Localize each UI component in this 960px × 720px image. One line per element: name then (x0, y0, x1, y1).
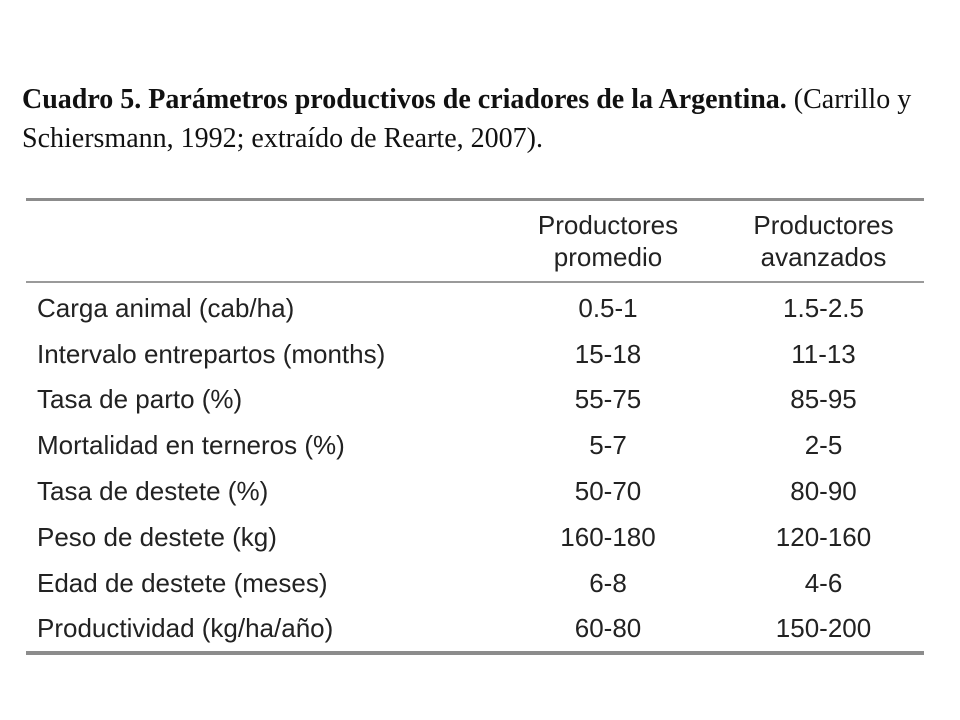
row-value-promedio: 60-80 (574, 613, 642, 644)
row-value-avanzados: 4-6 (804, 567, 843, 598)
row-value-promedio: 15-18 (574, 338, 642, 369)
data-table: Productores promedio Productores avanzad… (26, 201, 924, 651)
row-value-avanzados: 80-90 (790, 476, 857, 507)
row-label: Intervalo entrepartos (months) (37, 338, 386, 369)
table-caption: Cuadro 5. Parámetros productivos de cria… (22, 80, 922, 158)
table-header: Productores promedio Productores avanzad… (26, 201, 924, 283)
table-row: Tasa de parto (%) 55-75 85-95 (26, 377, 924, 423)
parameters-table: Productores promedio Productores avanzad… (26, 198, 924, 656)
row-label: Tasa de destete (%) (37, 476, 269, 507)
table-top-rule (26, 198, 924, 201)
table-row: Productividad (kg/ha/año) 60-80 150-200 (26, 606, 924, 652)
header-promedio-line1: Productores (537, 210, 679, 240)
table-row: Intervalo entrepartos (months) 15-18 11-… (26, 331, 924, 377)
header-row: Productores promedio Productores avanzad… (26, 201, 924, 281)
row-value-avanzados: 120-160 (775, 521, 872, 552)
row-label: Tasa de parto (%) (37, 384, 243, 415)
header-cell-promedio: Productores promedio (493, 201, 723, 281)
header-cell-parameter (26, 201, 493, 281)
caption-title: Cuadro 5. Parámetros productivos de cria… (22, 84, 787, 115)
caption-citation-part1: (Carrillo y (786, 84, 912, 115)
header-avanzados-line2: avanzados (760, 242, 887, 272)
caption-citation-part2: Schiersmann, 1992; extraído de Rearte, 2… (22, 123, 543, 154)
row-label: Carga animal (cab/ha) (37, 292, 295, 323)
row-label: Productividad (kg/ha/año) (37, 613, 334, 644)
row-label: Mortalidad en terneros (%) (37, 430, 345, 461)
table-row: Mortalidad en terneros (%) 5-7 2-5 (26, 422, 924, 468)
table-row: Carga animal (cab/ha) 0.5-1 1.5-2.5 (26, 283, 924, 331)
row-value-avanzados: 85-95 (790, 384, 857, 415)
table-row: Peso de destete (kg) 160-180 120-160 (26, 514, 924, 560)
row-value-avanzados: 1.5-2.5 (783, 292, 864, 323)
header-avanzados-line1: Productores (753, 210, 894, 240)
row-value-avanzados: 150-200 (775, 613, 872, 644)
table-header-rule (26, 281, 924, 283)
row-label: Edad de destete (meses) (37, 567, 328, 598)
row-value-avanzados: 11-13 (791, 338, 856, 369)
table-body: Carga animal (cab/ha) 0.5-1 1.5-2.5 Inte… (26, 283, 924, 651)
row-value-promedio: 55-75 (574, 384, 642, 415)
header-promedio-line2: promedio (553, 242, 663, 272)
header-cell-avanzados: Productores avanzados (723, 201, 924, 281)
row-value-promedio: 160-180 (560, 521, 656, 552)
table-row: Edad de destete (meses) 6-8 4-6 (26, 560, 924, 606)
row-value-promedio: 0.5-1 (578, 292, 638, 323)
table-bottom-rule (26, 651, 924, 656)
table-row: Tasa de destete (%) 50-70 80-90 (26, 468, 924, 514)
row-value-avanzados: 2-5 (804, 430, 843, 461)
row-value-promedio: 50-70 (574, 476, 642, 507)
row-value-promedio: 6-8 (589, 567, 627, 598)
row-value-promedio: 5-7 (589, 430, 627, 461)
row-label: Peso de destete (kg) (37, 521, 277, 552)
